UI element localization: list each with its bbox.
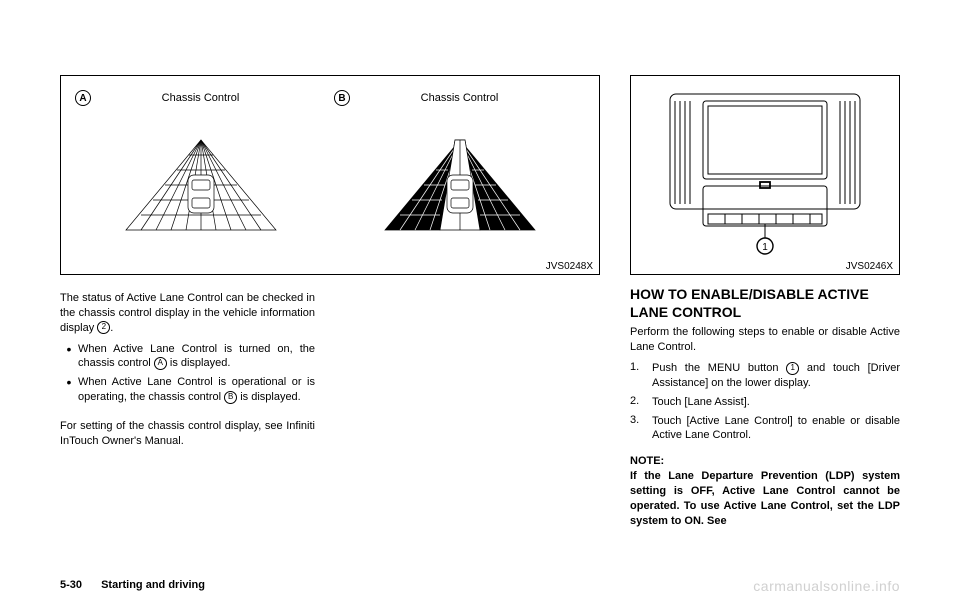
list-item: 1. Push the MENU button 1 and touch [Dri… xyxy=(630,361,900,391)
list-item: 3. Touch [Active Lane Control] to enable… xyxy=(630,414,900,444)
panel-b-letter: B xyxy=(334,90,350,106)
section-heading: HOW TO ENABLE/DISABLE ACTIVE LANE CONTRO… xyxy=(630,285,900,321)
console-icon: 1 xyxy=(645,86,885,261)
setting-paragraph: For setting of the chassis control displ… xyxy=(60,419,315,449)
figure-right-caption: JVS0246X xyxy=(846,261,893,272)
chassis-grid-b-icon xyxy=(355,110,565,250)
note-label: NOTE: xyxy=(630,455,900,467)
bullet-list: • When Active Lane Control is turned on,… xyxy=(60,342,315,409)
watermark: carmanualsonline.info xyxy=(753,578,900,594)
chassis-control-figure: A Chassis Control xyxy=(60,75,600,275)
page-footer: 5-30 Starting and driving xyxy=(60,579,205,591)
list-item: • When Active Lane Control is operationa… xyxy=(60,375,315,405)
panel-a-letter: A xyxy=(75,90,91,106)
console-figure: 1 JVS0246X xyxy=(630,75,900,275)
note-text: If the Lane Departure Prevention (LDP) s… xyxy=(630,469,900,528)
list-item: • When Active Lane Control is turned on,… xyxy=(60,342,315,372)
panel-a-title: Chassis Control xyxy=(71,92,330,104)
status-paragraph: The status of Active Lane Control can be… xyxy=(60,291,315,336)
section-name: Starting and driving xyxy=(101,579,205,591)
figure-left-caption: JVS0248X xyxy=(546,261,593,272)
circled-a-icon: A xyxy=(154,357,167,370)
circled-2-icon: 2 xyxy=(97,321,110,334)
list-item: 2. Touch [Lane Assist]. xyxy=(630,395,900,410)
circled-1-icon: 1 xyxy=(786,362,799,375)
panel-b-title: Chassis Control xyxy=(330,92,589,104)
chassis-grid-a-icon xyxy=(96,110,306,250)
page-number: 5-30 xyxy=(60,579,82,591)
circled-b-icon: B xyxy=(224,391,237,404)
enable-paragraph: Perform the following steps to enable or… xyxy=(630,325,900,355)
callout-1-icon: 1 xyxy=(762,242,768,253)
